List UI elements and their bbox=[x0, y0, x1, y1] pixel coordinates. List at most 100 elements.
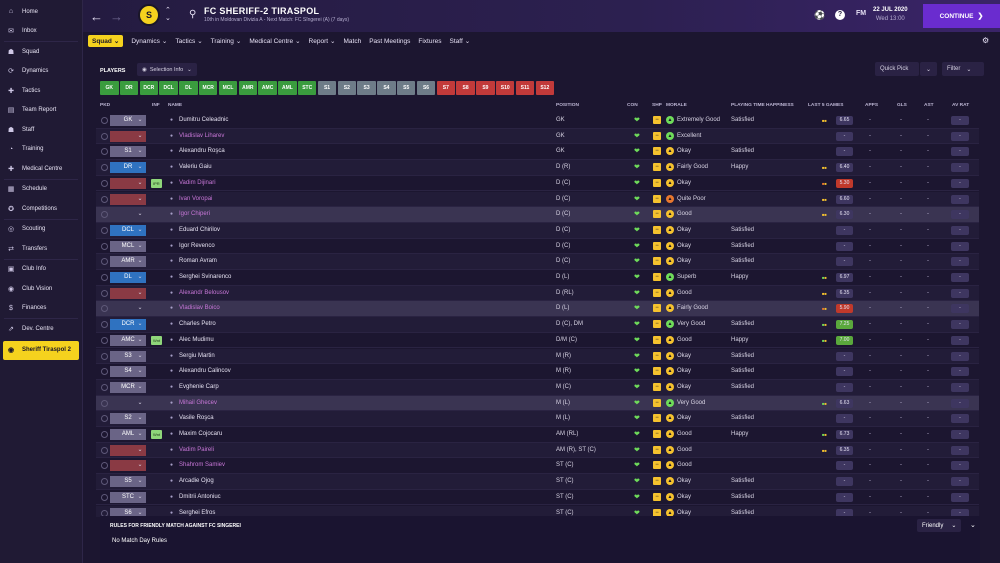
picked-position-badge[interactable]: AMC bbox=[110, 334, 146, 346]
player-name[interactable]: Alexandr Belousov bbox=[179, 289, 230, 296]
picked-position-badge[interactable]: DL bbox=[110, 272, 146, 283]
position-chip[interactable]: S6 bbox=[416, 81, 436, 95]
sidebar-item-home[interactable]: ⌂ Home bbox=[0, 2, 82, 22]
select-radio[interactable] bbox=[101, 383, 108, 391]
select-radio[interactable] bbox=[101, 493, 108, 501]
filter-button[interactable]: Filter ⌄ bbox=[942, 62, 984, 76]
picked-position-badge[interactable] bbox=[110, 209, 146, 221]
table-row[interactable]: ⌄ ● Mihail Ghecev M (L) ❤ − ▲ Very Good ■■ 6.63 - -… bbox=[96, 395, 979, 412]
player-name[interactable]: Valeriu Gaiu bbox=[179, 164, 212, 171]
sidebar-item-staff[interactable]: ☗ Staff bbox=[0, 120, 82, 140]
select-radio[interactable] bbox=[101, 352, 108, 360]
sidebar-item-training[interactable]: ◔ Training bbox=[0, 140, 82, 160]
picked-position-badge[interactable] bbox=[110, 177, 146, 189]
picked-position-badge[interactable] bbox=[110, 130, 146, 142]
position-chip[interactable]: S9 bbox=[476, 81, 495, 95]
position-chip[interactable]: S8 bbox=[456, 81, 475, 95]
position-chip[interactable]: DCR bbox=[139, 81, 159, 95]
chevron-down-icon[interactable]: ⌄ bbox=[137, 148, 143, 155]
table-row[interactable]: AMC ⌄ Wnt ● Alec Mudimu D/M (C) ❤ − ▲ Good Happy ■■… bbox=[96, 333, 979, 349]
player-name[interactable]: Ivan Voropai bbox=[179, 195, 213, 202]
position-chip[interactable]: AMC bbox=[258, 81, 277, 95]
sidebar-item-medical-centre[interactable]: ✚ Medical Centre bbox=[0, 159, 82, 179]
chevron-down-icon[interactable]: ⌄ bbox=[137, 431, 143, 437]
user-initials[interactable]: FM bbox=[856, 10, 867, 17]
table-row[interactable]: AMR ⌄ ● Roman Avram D (C) ❤ − ▲ Okay Satisfied - - -… bbox=[96, 254, 979, 270]
chevron-down-icon[interactable]: ⌄ bbox=[137, 462, 143, 469]
player-name[interactable]: Alexandru Calincov bbox=[179, 368, 231, 375]
table-row[interactable]: ⌄ ● Vladislav Liharev GK ❤ − ▲ Excellent - - - - - bbox=[96, 128, 979, 145]
position-chip[interactable]: S10 bbox=[495, 81, 515, 95]
table-row[interactable]: S6 ⌄ ● Serghei Efros ST (C) ❤ − ▲ Okay Satisfied -… bbox=[96, 505, 979, 517]
position-chip[interactable]: S12 bbox=[535, 81, 555, 95]
position-chip[interactable]: STC bbox=[297, 81, 317, 95]
sidebar-item-scouting[interactable]: ◎ Scouting bbox=[0, 220, 82, 240]
col-gls[interactable]: GLS bbox=[897, 103, 907, 108]
col-avrat[interactable]: AV RAT bbox=[952, 103, 970, 108]
chevron-down-icon[interactable]: ⌄ bbox=[137, 383, 143, 390]
search-icon[interactable]: ⚲ bbox=[189, 9, 197, 20]
quick-pick-dropdown[interactable]: ⌄ bbox=[920, 62, 937, 76]
sidebar-item-inbox[interactable]: ✉ Inbox bbox=[0, 22, 82, 42]
select-radio[interactable] bbox=[101, 462, 108, 470]
col-last5[interactable]: LAST 5 GAMES bbox=[808, 103, 844, 108]
back-arrow-icon[interactable]: ← bbox=[90, 9, 103, 24]
picked-position-badge[interactable]: GK bbox=[110, 115, 146, 126]
col-position[interactable]: POSITION bbox=[556, 103, 579, 108]
select-radio[interactable] bbox=[101, 321, 108, 329]
chevron-down-icon[interactable]: ⌄ bbox=[137, 179, 143, 186]
tab-training[interactable]: Training ⌄ bbox=[211, 37, 242, 45]
position-chip[interactable]: DL bbox=[179, 81, 198, 95]
club-switch-down-icon[interactable]: ⌄ bbox=[165, 15, 171, 22]
tab-dynamics[interactable]: Dynamics ⌄ bbox=[131, 37, 167, 45]
match-type-dropdown[interactable]: Friendly ⌄ bbox=[917, 519, 961, 532]
col-apps[interactable]: APPS bbox=[865, 103, 879, 108]
sidebar-item-squad[interactable]: ☗ Squad bbox=[0, 42, 82, 62]
picked-position-badge[interactable]: DCL bbox=[110, 224, 146, 236]
chevron-down-icon[interactable]: ⌄ bbox=[137, 446, 143, 453]
select-radio[interactable] bbox=[101, 211, 108, 219]
player-name[interactable]: Dmitrii Antoniuc bbox=[179, 493, 221, 500]
player-name[interactable]: Serghei Svinarenco bbox=[179, 274, 232, 280]
picked-position-badge[interactable] bbox=[110, 303, 146, 315]
table-row[interactable]: ⌄ ● Igor Chiperi D (C) ❤ − ▲ Good ■■ 6.30 - - - - bbox=[96, 207, 979, 223]
table-row[interactable]: GK ⌄ ● Dumitru Celeadnic GK ❤ − ▲ Extremely Good… bbox=[96, 113, 979, 129]
collapse-chevron-icon[interactable]: ⌄ bbox=[970, 522, 976, 529]
sidebar-item-tactics[interactable]: ✚ Tactics bbox=[0, 81, 82, 101]
sidebar-item-team-report[interactable]: ▤ Team Report bbox=[0, 101, 82, 121]
select-radio[interactable] bbox=[101, 179, 108, 187]
club-switch-up-icon[interactable]: ⌃ bbox=[165, 7, 171, 14]
player-name[interactable]: Vadim Dijinari bbox=[179, 179, 216, 186]
chevron-down-icon[interactable]: ⌄ bbox=[137, 321, 143, 328]
club-title[interactable]: FC SHERIFF-2 TIRASPOL bbox=[204, 6, 320, 16]
picked-position-badge[interactable]: DCR bbox=[110, 319, 146, 331]
player-name[interactable]: Evghenie Carp bbox=[179, 383, 219, 390]
col-pkd[interactable]: PKD bbox=[100, 103, 111, 108]
picked-position-badge[interactable] bbox=[110, 397, 146, 409]
position-chip[interactable]: MCL bbox=[218, 81, 238, 95]
picked-position-badge[interactable]: S3 bbox=[110, 350, 146, 362]
tab-squad[interactable]: Squad ⌄ bbox=[88, 35, 124, 47]
select-radio[interactable] bbox=[101, 164, 108, 172]
sidebar-item-club-vision[interactable]: ◉ Club Vision bbox=[0, 279, 82, 299]
table-row[interactable]: ⌄ ● Vadim Paireli AM (R), ST (C) ❤ − ▲ Good ■■ 6.… bbox=[96, 442, 979, 459]
chevron-down-icon[interactable]: ⌄ bbox=[137, 164, 143, 171]
tab-fixtures[interactable]: Fixtures bbox=[418, 38, 441, 45]
picked-position-badge[interactable] bbox=[110, 287, 146, 299]
select-radio[interactable] bbox=[101, 258, 108, 266]
table-row[interactable]: ⌄ IPR ● Vadim Dijinari D (C) ❤ − ▲ Okay ■■ 5.30 - - -… bbox=[96, 176, 979, 192]
chevron-down-icon[interactable]: ⌄ bbox=[137, 368, 143, 375]
select-radio[interactable] bbox=[101, 368, 108, 376]
select-radio[interactable] bbox=[101, 274, 108, 281]
chevron-down-icon[interactable]: ⌄ bbox=[137, 336, 143, 343]
position-chip[interactable]: S3 bbox=[357, 81, 376, 95]
select-radio[interactable] bbox=[101, 415, 108, 423]
col-con[interactable]: CON bbox=[627, 103, 638, 108]
table-row[interactable]: AML ⌄ Wnt ● Maxim Cojocaru AM (RL) ❤ − ▲ Good Happ… bbox=[96, 427, 979, 443]
position-chip[interactable]: S11 bbox=[515, 81, 535, 95]
picked-position-badge[interactable]: AMR bbox=[110, 256, 146, 268]
player-name[interactable]: Maxim Cojocaru bbox=[179, 431, 223, 437]
chevron-down-icon[interactable]: ⌄ bbox=[137, 242, 143, 249]
help-icon[interactable]: ? bbox=[835, 10, 845, 20]
table-row[interactable]: S2 ⌄ ● Vasile Roşca M (L) ❤ − ▲ Okay Satisfied - - -… bbox=[96, 411, 979, 427]
